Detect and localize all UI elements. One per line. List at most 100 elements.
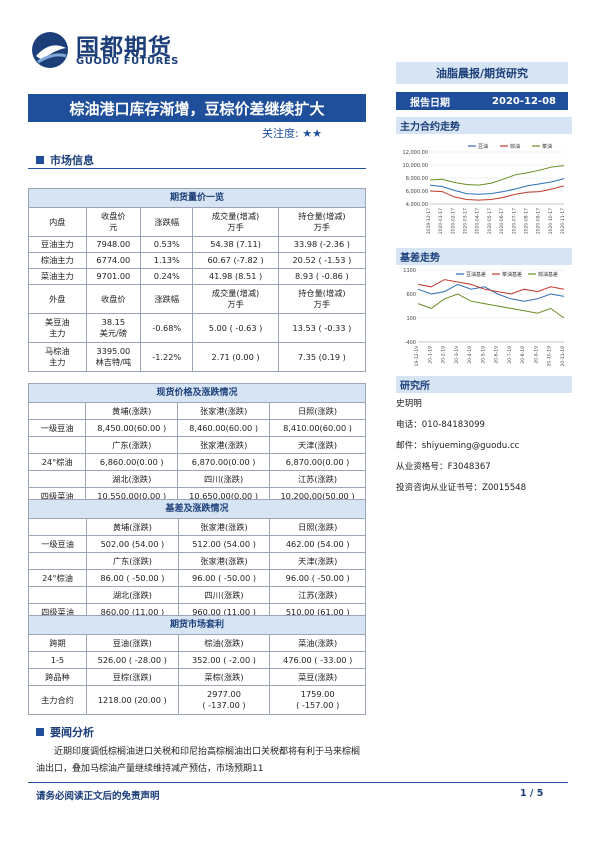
table-cell: 张家港(涨跌): [177, 436, 271, 454]
table-cell: 张家港(涨跌): [177, 518, 271, 536]
series-line-1: [417, 279, 565, 295]
table-cell: 8,450.00(60.00 ): [85, 419, 179, 437]
table-cell: 54.38 (7.11): [192, 236, 279, 253]
x-tick-label: 2020-05-17: [487, 208, 493, 234]
table-cell: 豆棕(涨跌): [85, 668, 179, 686]
x-tick-label: 20-1-19: [427, 346, 433, 364]
basis-section-title: 基差走势: [396, 248, 572, 265]
section-marker-icon: [36, 728, 44, 736]
section-marker-icon: [36, 156, 44, 164]
table-cell: 1218.00 (20.00 ): [85, 685, 179, 715]
table-cell: 13.53 ( -0.33 ): [277, 313, 367, 343]
table-row: 美豆油 主力 38.15 美元/磅 -0.68% 5.00 ( -0.63 ) 13.53 …: [28, 313, 367, 343]
table-row: 湖北(涨跌) 四川(涨跌) 江苏(涨跌): [27, 586, 366, 604]
market-section-title: 市场信息: [36, 152, 94, 168]
disclaimer-note: 请务必阅读正文后的免责声明: [36, 791, 160, 802]
table-cell: 湖北(涨跌): [86, 586, 179, 604]
table-header-row: 内盘 收盘价元涨跌幅 成交量(增减) 万手 持仓量(增减) 万手: [28, 207, 367, 237]
table-cell: 96.00 ( -50.00 ): [269, 569, 366, 587]
x-tick-label: 2020-07-17: [511, 208, 517, 234]
table-row: 黄埔(涨跌) 张家港(涨跌) 日照(涨跌): [27, 402, 366, 420]
table-title: 基差及涨跌情况: [28, 499, 366, 519]
table-cell: 476.00 ( -33.00 ): [269, 651, 366, 669]
table-cell: 棕油(涨跌): [177, 634, 271, 652]
y-tick-label: 4,000.00: [406, 202, 428, 208]
table-cell: 462.00 (54.00 ): [269, 535, 366, 553]
table-row: 广东(涨跌) 张家港(涨跌) 天津(涨跌): [27, 552, 366, 570]
y-tick-label: 12,000.00: [403, 150, 428, 156]
table-row: 豆油主力 7948.00 0.53% 54.38 (7.11) 33.98 (-2.36…: [28, 236, 367, 253]
table-cell: 1.13%: [140, 252, 194, 269]
table-row: 湖北(涨跌) 四川(涨跌) 江苏(涨跌): [27, 470, 366, 488]
logo-cn-text: 国都期货: [76, 35, 172, 61]
table-cell: 张家港(涨跌): [177, 552, 271, 570]
report-date-bar: 报告日期 2020-12-08: [396, 92, 568, 110]
table-cell: 86.00 ( -50.00 ): [86, 569, 179, 587]
table-cell: 豆油主力: [28, 236, 87, 253]
researcher-email[interactable]: 邮件：shiyueming@guodu.cc: [396, 441, 520, 451]
column-header: 收盘价: [85, 284, 142, 314]
table-cell: 豆油(涨跌): [85, 634, 179, 652]
researcher-qualification: 从业资格号：F3048367: [396, 462, 491, 472]
table-cell: 一级豆油: [27, 419, 87, 437]
table-row: 24°棕油 86.00 ( -50.00 ) 96.00 ( -50.00 ) 96.…: [27, 569, 366, 587]
researcher-advisory-id: 投资咨询从业证书号：Z0015548: [396, 483, 527, 493]
table-title-row: 现货价格及涨跌情况: [28, 383, 366, 403]
table-row: 棕油主力 6774.00 1.13% 60.67 (-7.82 ) 20.52 ( -1…: [28, 252, 367, 269]
table-row: 广东(涨跌) 张家港(涨跌) 天津(涨跌): [27, 436, 366, 454]
table-cell: 6,860.00(0.00 ): [85, 453, 179, 471]
table-cell: 2977.00( -137.00 ): [177, 685, 271, 715]
analysis-section-title: 要闻分析: [36, 724, 94, 740]
x-tick-label: 20-3-19: [454, 346, 460, 364]
table-cell: [27, 402, 87, 420]
column-header: 涨跌幅: [140, 284, 194, 314]
column-header: 涨跌幅: [140, 207, 194, 237]
table-cell: 24°棕油: [27, 453, 87, 471]
table-title-row: 基差及涨跌情况: [28, 499, 366, 519]
y-tick-label: 600: [406, 292, 416, 298]
x-tick-label: 20-5-19: [480, 346, 486, 364]
futures-table: 期货量价一览 内盘 收盘价元涨跌幅 成交量(增减) 万手 持仓量(增减) 万手 豆油主力 794…: [28, 188, 367, 372]
table-cell: -1.22%: [140, 342, 194, 372]
x-tick-label: 20-10-19: [547, 346, 553, 367]
series-line-1: [429, 185, 565, 201]
column-header: 外盘: [28, 284, 87, 314]
y-tick-label: -400: [405, 340, 416, 346]
table-cell: 512.00 (54.00 ): [177, 535, 271, 553]
x-tick-label: 19-12-19: [414, 346, 420, 367]
table-row: 马棕油 主力 3395.00 林吉特/吨 -1.22% 2.71 (0.00 ) 7.35 …: [28, 342, 367, 372]
table-cell: 天津(涨跌): [269, 552, 366, 570]
table-cell: 菜棕(涨跌): [177, 668, 271, 686]
table-cell: 黄埔(涨跌): [85, 402, 179, 420]
table-cell: 41.98 (8.51 ): [192, 268, 279, 285]
table-row: 24°棕油 6,860.00(0.00 ) 6,870.00(0.00 ) 6,870…: [27, 453, 366, 471]
table-cell: 60.67 (-7.82 ): [192, 252, 279, 269]
page-number: 1 / 5: [520, 788, 544, 799]
table-cell: 江苏(涨跌): [269, 586, 366, 604]
x-tick-label: 20-6-19: [494, 346, 500, 364]
table-cell: 8,410.00(60.00 ): [269, 419, 366, 437]
x-tick-label: 20-4-19: [467, 346, 473, 364]
y-tick-label: 1100: [403, 268, 416, 274]
table-cell: 24°棕油: [27, 569, 88, 587]
y-tick-label: 100: [406, 316, 416, 322]
column-header: 持仓量(增减) 万手: [277, 284, 367, 314]
table-cell: 棕油主力: [28, 252, 87, 269]
focus-label: 关注度:: [262, 127, 299, 140]
table-header-row: 外盘 收盘价 涨跌幅 成交量(增减) 万手 持仓量(增减) 万手: [28, 284, 367, 314]
logo-en-text: GUODU FUTURES: [76, 56, 179, 67]
table-cell: 黄埔(涨跌): [86, 518, 179, 536]
column-header: 内盘: [28, 207, 87, 237]
column-header: 成交量(增减) 万手: [192, 284, 279, 314]
series-line-2: [429, 165, 565, 186]
table-row: 黄埔(涨跌) 张家港(涨跌) 日照(涨跌): [27, 518, 366, 536]
table-cell: 一级豆油: [27, 535, 88, 553]
table-cell: 9701.00: [85, 268, 142, 285]
researcher-info: 史玥明 电话：010-84183099 邮件：shiyueming@guodu.…: [396, 394, 526, 499]
table-cell: [27, 586, 88, 604]
table-cell: 1-5: [28, 651, 87, 669]
table-cell: 江苏(涨跌): [269, 470, 366, 488]
table-cell: 马棕油 主力: [28, 342, 87, 372]
main-contract-chart: 12,000.00 10,000.00 8,000.00 6,000.00 4,000.…: [403, 143, 566, 234]
legend-label: 棕油基差: [538, 271, 558, 278]
